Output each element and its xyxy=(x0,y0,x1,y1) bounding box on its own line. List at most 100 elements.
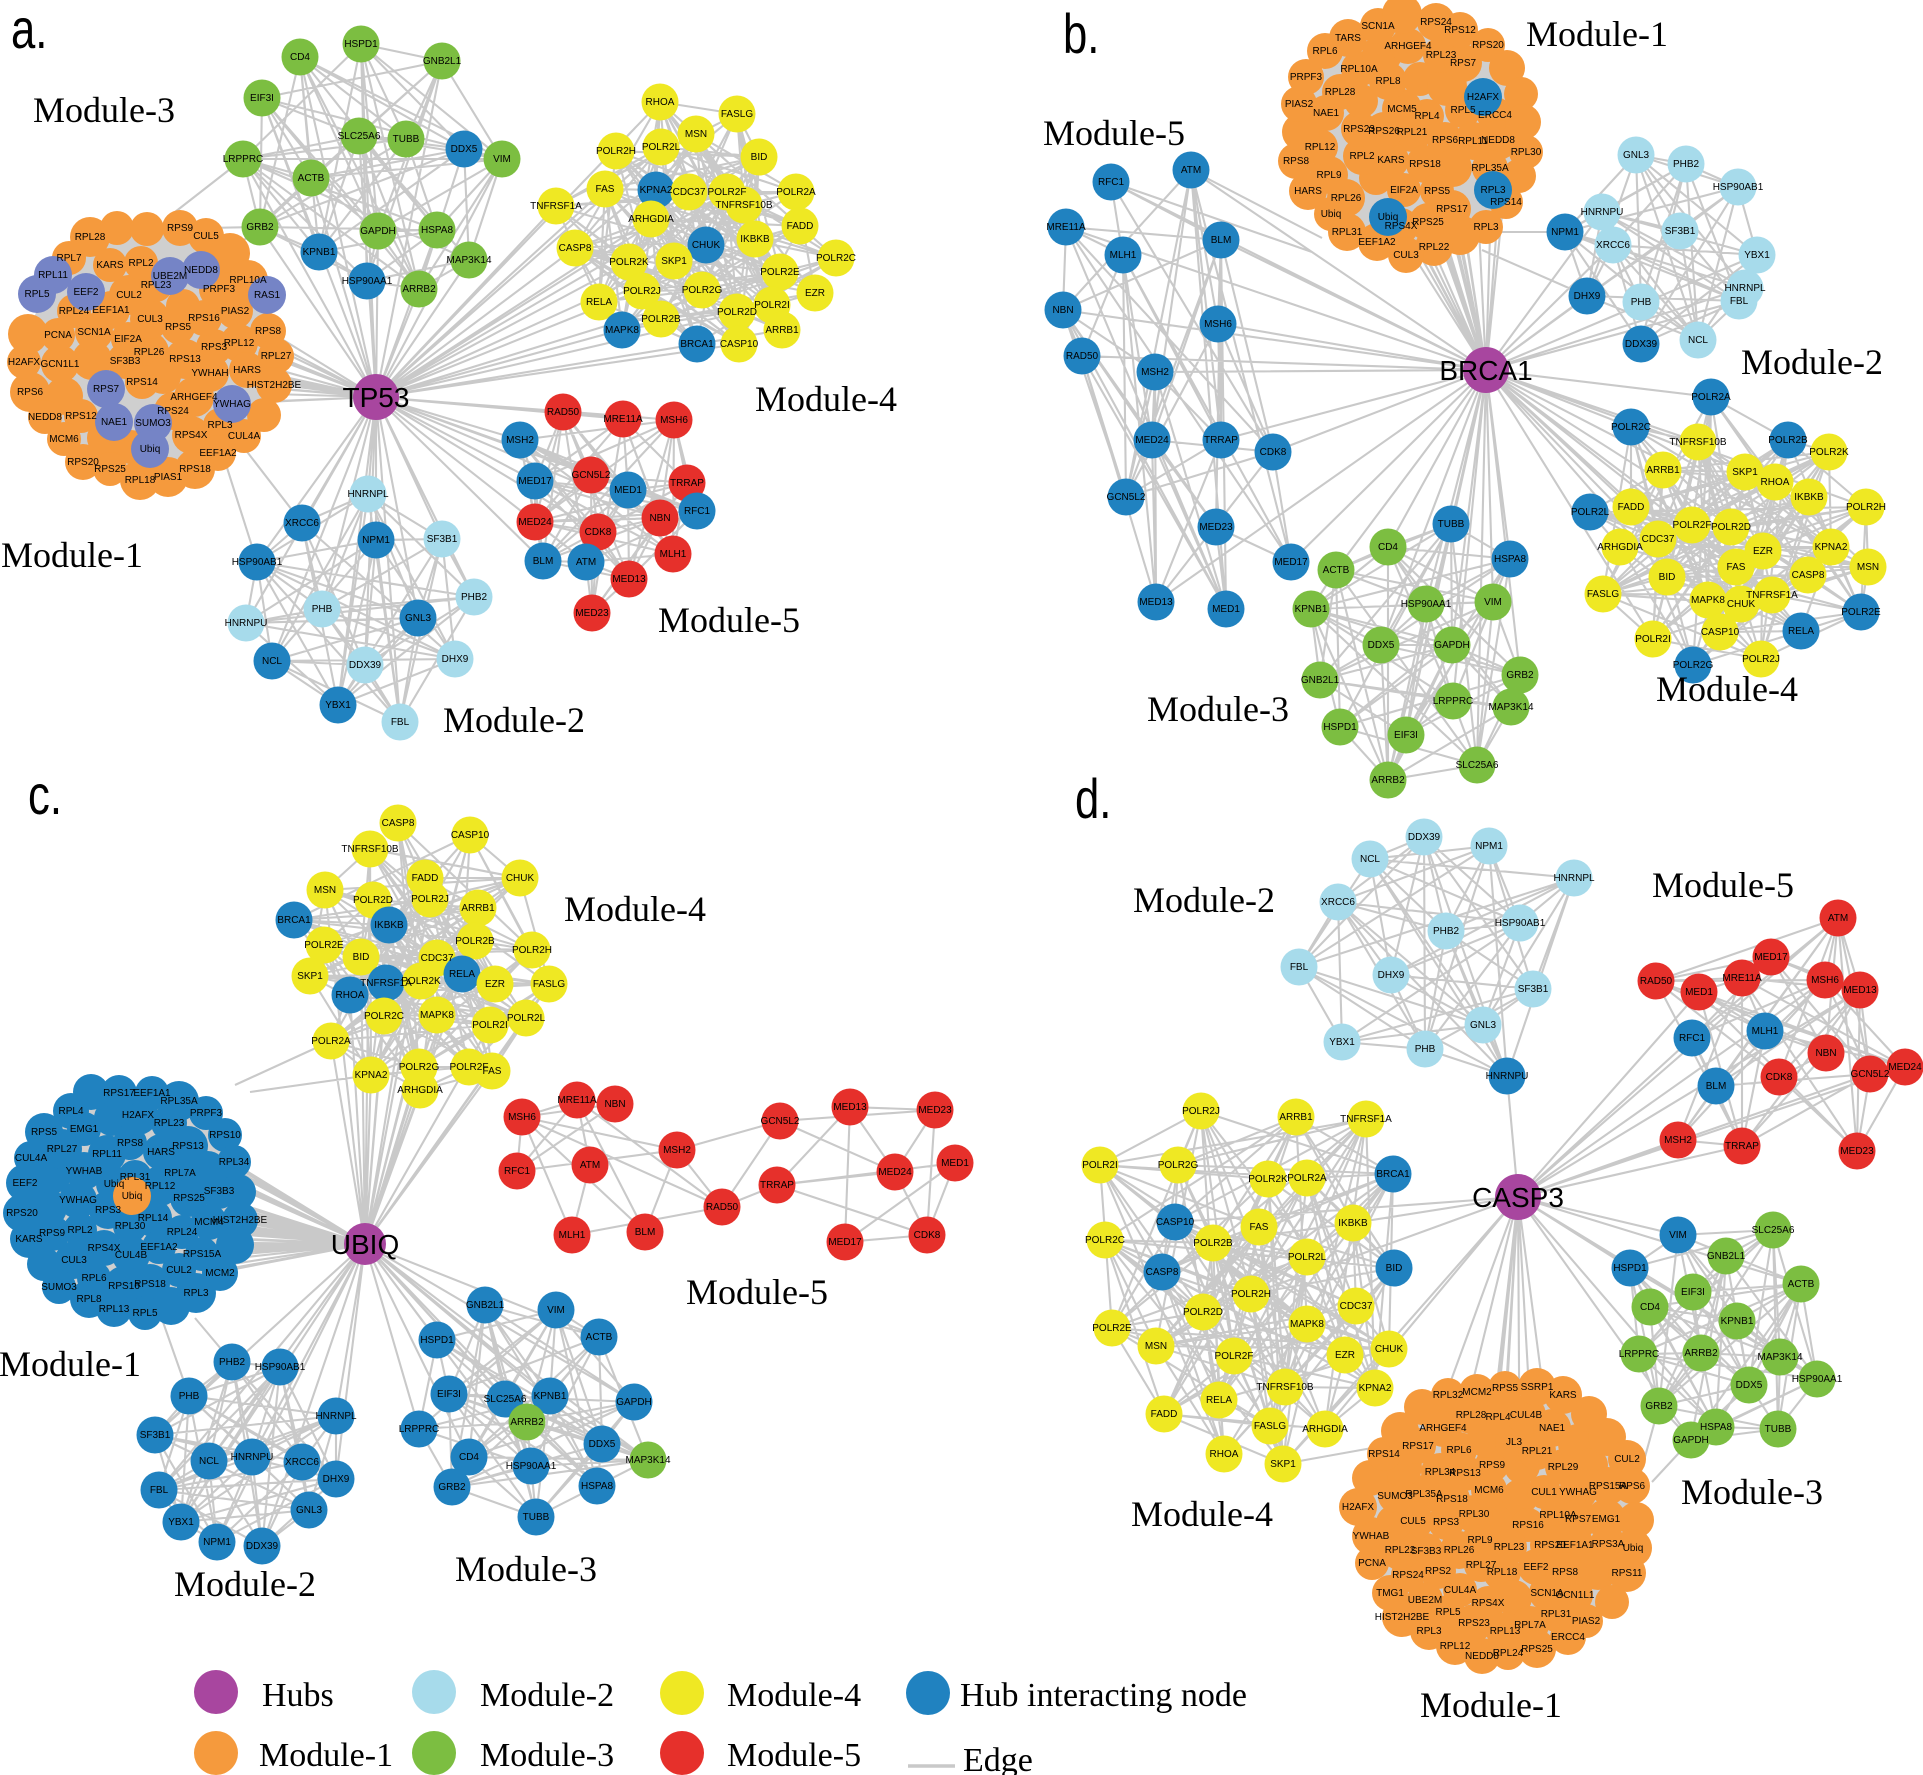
svg-text:SLC25A6: SLC25A6 xyxy=(338,131,381,142)
svg-text:DHX9: DHX9 xyxy=(323,1474,350,1485)
svg-text:EZR: EZR xyxy=(485,979,505,990)
svg-text:FAS: FAS xyxy=(1727,562,1746,573)
svg-text:RPL21: RPL21 xyxy=(1522,1446,1553,1457)
svg-text:GNB2L1: GNB2L1 xyxy=(1301,675,1340,686)
svg-text:EZR: EZR xyxy=(1335,1350,1355,1361)
svg-text:RPL22: RPL22 xyxy=(1419,242,1450,253)
svg-text:POLR2F: POLR2F xyxy=(450,1062,489,1073)
svg-text:RPL7A: RPL7A xyxy=(1514,1620,1546,1631)
svg-text:RPS9: RPS9 xyxy=(39,1228,66,1239)
svg-text:CDC37: CDC37 xyxy=(421,953,454,964)
svg-text:TNFRSF1A: TNFRSF1A xyxy=(530,201,582,212)
svg-text:BID: BID xyxy=(751,152,768,163)
svg-text:NAE1: NAE1 xyxy=(101,417,128,428)
svg-text:SKP1: SKP1 xyxy=(1732,467,1758,478)
svg-text:RPL11: RPL11 xyxy=(92,1149,122,1160)
svg-text:PHB: PHB xyxy=(312,604,333,615)
svg-text:ARHGDIA: ARHGDIA xyxy=(1302,1424,1348,1435)
svg-text:MED13: MED13 xyxy=(1843,985,1877,996)
svg-text:CUL4B: CUL4B xyxy=(1510,1410,1543,1421)
svg-text:KPNB1: KPNB1 xyxy=(1721,1316,1754,1327)
svg-text:MED1: MED1 xyxy=(1212,604,1240,615)
svg-text:ARRB1: ARRB1 xyxy=(765,325,799,336)
svg-text:YBX1: YBX1 xyxy=(325,700,351,711)
svg-text:HNRNPL: HNRNPL xyxy=(1553,873,1595,884)
svg-text:GCN1L1: GCN1L1 xyxy=(41,359,80,370)
svg-text:Module-5: Module-5 xyxy=(727,1737,861,1774)
svg-text:POLR2A: POLR2A xyxy=(776,187,816,198)
svg-text:FADD: FADD xyxy=(787,221,814,232)
svg-text:HARS: HARS xyxy=(1294,186,1322,197)
svg-text:YWHAG: YWHAG xyxy=(59,1195,97,1206)
svg-text:POLR2L: POLR2L xyxy=(642,142,681,153)
svg-text:POLR2E: POLR2E xyxy=(1092,1323,1132,1334)
svg-text:RPL11: RPL11 xyxy=(38,270,68,281)
svg-text:CUL3: CUL3 xyxy=(61,1255,87,1266)
svg-text:HSPA8: HSPA8 xyxy=(581,1481,613,1492)
svg-text:POLR2E: POLR2E xyxy=(1841,607,1881,618)
svg-text:KPNA2: KPNA2 xyxy=(640,185,673,196)
svg-text:HSP90AB1: HSP90AB1 xyxy=(1495,918,1546,929)
svg-text:MAP3K14: MAP3K14 xyxy=(1757,1352,1802,1363)
svg-text:MED1: MED1 xyxy=(614,485,642,496)
svg-text:FASLG: FASLG xyxy=(1254,1421,1286,1432)
svg-text:RPS7: RPS7 xyxy=(1450,58,1477,69)
svg-text:HSP90AA1: HSP90AA1 xyxy=(1401,599,1452,610)
svg-text:SSRP1: SSRP1 xyxy=(1521,1382,1554,1393)
svg-text:GCN5L2: GCN5L2 xyxy=(761,1116,800,1127)
svg-text:ERCC4: ERCC4 xyxy=(1551,1632,1585,1643)
svg-text:RPL24: RPL24 xyxy=(1493,1648,1524,1659)
svg-text:LRPPRC: LRPPRC xyxy=(223,154,264,165)
svg-text:Module-2: Module-2 xyxy=(1133,880,1275,920)
svg-text:RAD50: RAD50 xyxy=(1066,351,1099,362)
svg-text:MRE11A: MRE11A xyxy=(557,1095,597,1106)
svg-text:RPL18: RPL18 xyxy=(125,475,156,486)
svg-text:UBE2M: UBE2M xyxy=(1408,1595,1442,1606)
svg-text:POLR2D: POLR2D xyxy=(1711,522,1751,533)
svg-text:EEF1A2: EEF1A2 xyxy=(1358,237,1396,248)
svg-text:RPL2: RPL2 xyxy=(67,1225,92,1236)
svg-text:HSP90AA1: HSP90AA1 xyxy=(342,276,393,287)
svg-text:NPM1: NPM1 xyxy=(1475,841,1503,852)
svg-text:c.: c. xyxy=(28,764,62,826)
svg-text:HSPA8: HSPA8 xyxy=(421,225,453,236)
svg-text:POLR2F: POLR2F xyxy=(708,187,747,198)
svg-text:MSN: MSN xyxy=(1145,1341,1167,1352)
svg-text:SLC25A6: SLC25A6 xyxy=(484,1394,527,1405)
svg-text:GAPDH: GAPDH xyxy=(360,226,396,237)
svg-text:RPS20: RPS20 xyxy=(1534,1540,1566,1551)
svg-text:MED1: MED1 xyxy=(941,1158,969,1169)
svg-text:Module-1: Module-1 xyxy=(259,1737,393,1774)
svg-text:MED24: MED24 xyxy=(1888,1062,1922,1073)
svg-text:NPM1: NPM1 xyxy=(362,535,390,546)
svg-text:SF3B1: SF3B1 xyxy=(140,1430,171,1441)
svg-text:CD4: CD4 xyxy=(1640,1302,1660,1313)
svg-text:SF3B1: SF3B1 xyxy=(427,534,458,545)
svg-text:Module-2: Module-2 xyxy=(1741,342,1883,382)
svg-text:MLH1: MLH1 xyxy=(1752,1026,1779,1037)
svg-text:POLR2L: POLR2L xyxy=(1288,1252,1327,1263)
svg-text:EEF1A1: EEF1A1 xyxy=(92,305,130,316)
svg-text:Module-1: Module-1 xyxy=(1,535,143,575)
svg-text:PHB: PHB xyxy=(179,1391,200,1402)
svg-text:POLR2J: POLR2J xyxy=(1742,654,1780,665)
svg-text:SF3B3: SF3B3 xyxy=(110,356,141,367)
svg-text:RHOA: RHOA xyxy=(1761,477,1790,488)
svg-text:PHB2: PHB2 xyxy=(219,1357,246,1368)
svg-text:POLR2K: POLR2K xyxy=(1809,447,1849,458)
svg-text:RPL12: RPL12 xyxy=(1305,142,1336,153)
svg-text:MSH2: MSH2 xyxy=(663,1145,691,1156)
svg-text:Module-2: Module-2 xyxy=(480,1677,614,1714)
svg-text:SUMO3: SUMO3 xyxy=(41,1282,77,1293)
svg-text:PHB2: PHB2 xyxy=(1673,159,1700,170)
svg-text:POLR2C: POLR2C xyxy=(816,253,856,264)
svg-text:RFC1: RFC1 xyxy=(1098,177,1125,188)
svg-text:CASP8: CASP8 xyxy=(559,243,592,254)
svg-text:NEDD8: NEDD8 xyxy=(1465,1651,1499,1662)
svg-text:Module-3: Module-3 xyxy=(480,1737,614,1774)
svg-text:DDX39: DDX39 xyxy=(1625,339,1658,350)
svg-text:Module-3: Module-3 xyxy=(1681,1472,1823,1512)
svg-text:b.: b. xyxy=(1063,3,1099,65)
svg-text:SKP1: SKP1 xyxy=(1270,1459,1296,1470)
svg-text:ATM: ATM xyxy=(1828,913,1848,924)
